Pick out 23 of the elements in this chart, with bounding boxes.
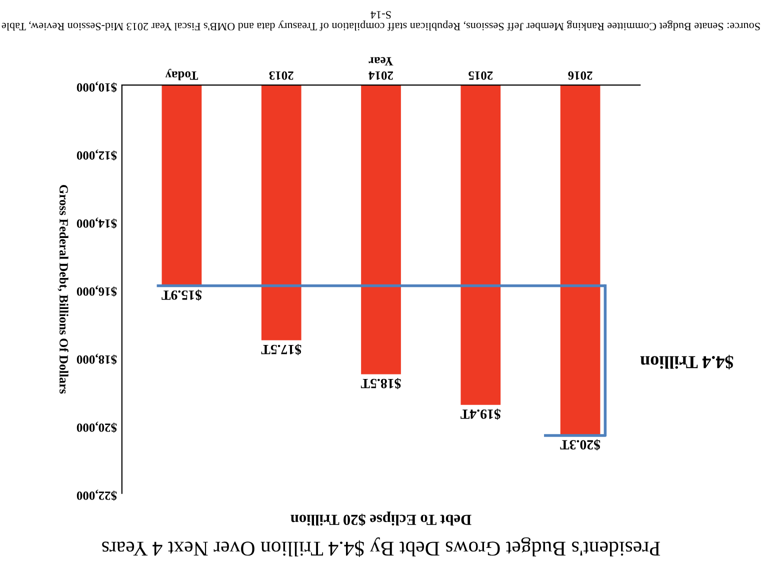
y-tick-label: $14,000 [76, 218, 117, 229]
y-tick-label: $18,000 [76, 354, 117, 365]
x-tick-label: 2013 [269, 71, 294, 80]
annotation: $19.4T [460, 408, 500, 420]
x-tick-label: Today [165, 68, 198, 80]
x-tick-label: 2015 [468, 71, 493, 80]
annotation: $15.9T [162, 290, 202, 301]
text: Debt To Eclipse $20 Trillion [290, 512, 472, 526]
y-axis-title: Gross Federal Debt, Billions Of Dollars [58, 185, 68, 394]
y-tick-label: $10,000 [76, 81, 117, 92]
y-tick-label: $22,000 [76, 490, 117, 501]
text: President's Budget Grows Debt By $4.4 Trillion Over Next 4 Years [102, 537, 660, 557]
y-tick-label: $16,000 [76, 286, 117, 297]
y-tick-label: $20,000 [76, 422, 117, 433]
source-note: Source: Senate Budget Committee Ranking Member Jeff Sessions, Republican staff compilation of Treasury data and OMB's Fiscal Year 2013 Mid-Session Review, Table S-14 [2, 11, 760, 31]
annotation: $20.3T [560, 439, 600, 450]
x-tick-label: 2016 [568, 71, 592, 80]
x-axis-title: Year [368, 57, 394, 66]
text: $4.4 Trillion [640, 354, 734, 370]
y-tick-label: $12,000 [76, 149, 117, 160]
annotation: $17.5T [261, 344, 302, 356]
annotation: $18.5T [360, 378, 401, 390]
x-tick-label: 2014 [368, 71, 393, 80]
